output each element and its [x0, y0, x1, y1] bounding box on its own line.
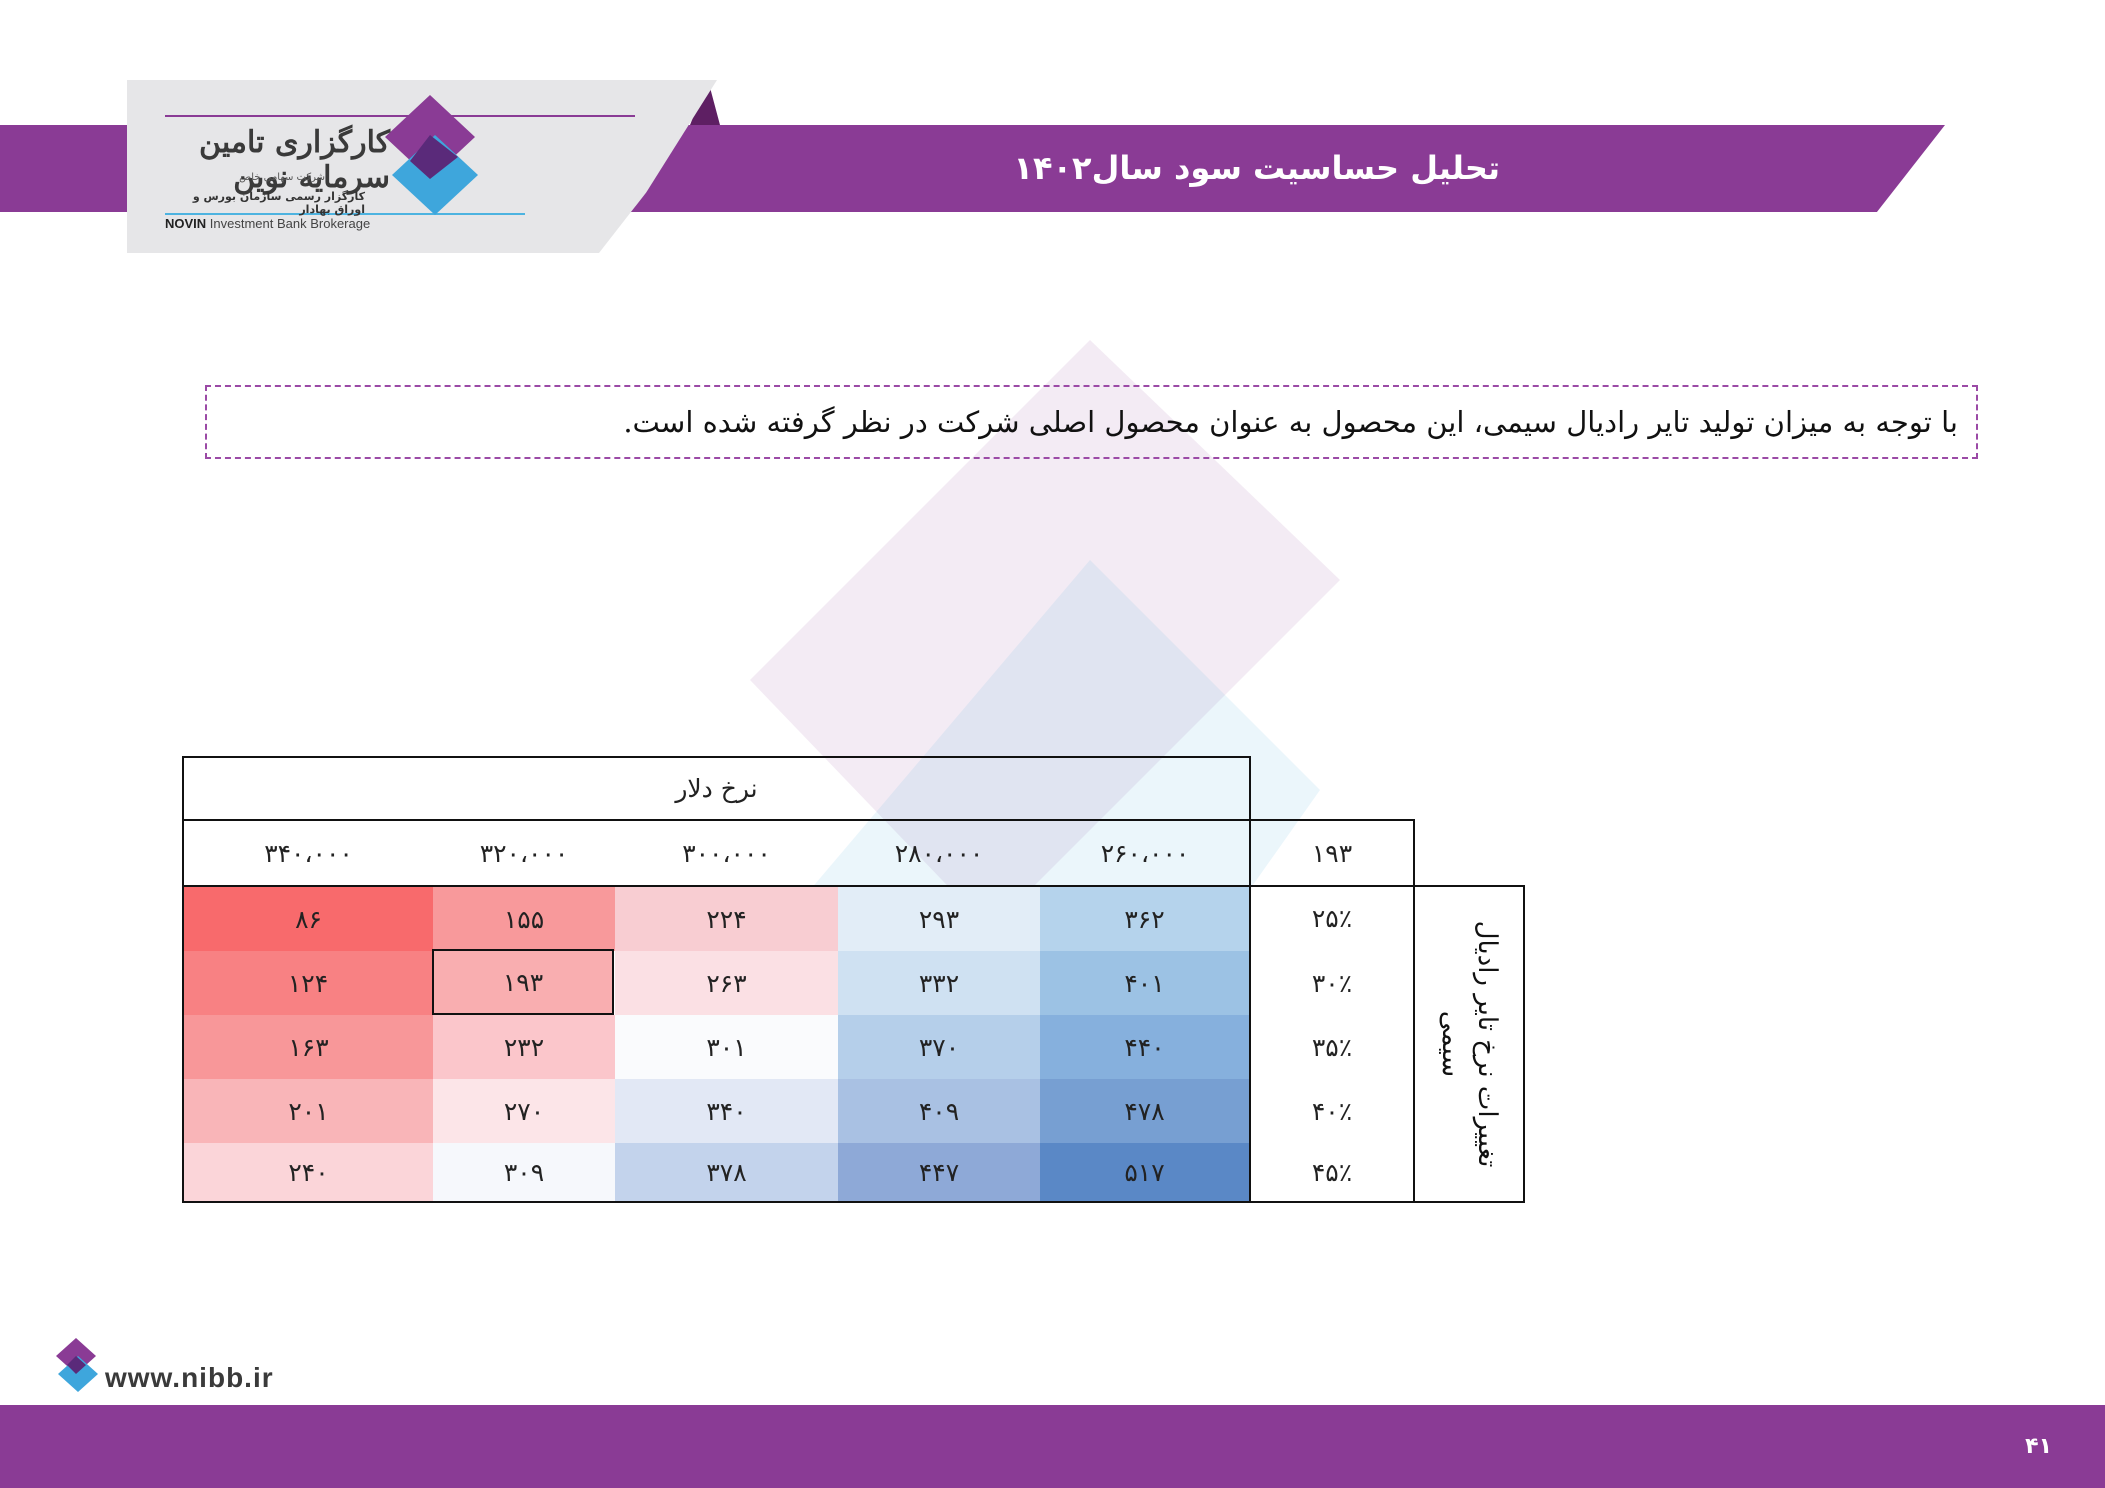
row-label: ۲۵٪: [1311, 903, 1353, 933]
row-group-header: تغییرات نرخ تایر رادیال سیمی: [1413, 885, 1525, 1203]
logo-subtitle-2: کارگزار رسمی سازمان بورس و اوراق بهادار: [192, 190, 365, 216]
page-title: تحلیل حساسیت سود سال۱۴۰۲: [1013, 149, 1500, 187]
row-group-header-text: تغییرات نرخ تایر رادیال سیمی: [1436, 920, 1502, 1168]
table-cell: ۴۴۰: [1040, 1015, 1249, 1079]
table-cell: ۳۰۹: [433, 1143, 615, 1201]
table-cell: ۱۶۳: [184, 1015, 433, 1079]
row-label-divider: [1249, 885, 1251, 1203]
table-cell: ۴۷۸: [1040, 1079, 1249, 1143]
footer-website-link[interactable]: www.nibb.ir: [105, 1362, 274, 1393]
page-number: ۴۱: [2025, 1434, 2052, 1459]
table-cell: ۲۳۲: [433, 1015, 615, 1079]
table-cell: ۳۰۱: [615, 1015, 838, 1079]
column-header: ۳۴۰،۰۰۰: [264, 838, 353, 868]
table-cell-selected: ۱۹۳: [432, 949, 614, 1015]
table-cell: ۳۳۲: [838, 951, 1040, 1015]
table-cell: ۴۴۷: [838, 1143, 1040, 1201]
row-label: ۳۵٪: [1311, 1032, 1353, 1062]
logo-divider-blue: [165, 213, 525, 215]
footer-logo-icon: [56, 1338, 98, 1392]
column-header: ۳۰۰،۰۰۰: [682, 838, 771, 868]
row-label: ۳۰٪: [1311, 968, 1353, 998]
logo-name-en-rest: Investment Bank Brokerage: [206, 216, 371, 231]
column-header: ۳۲۰،۰۰۰: [479, 838, 569, 868]
row-label: ۴۵٪: [1311, 1157, 1353, 1187]
column-group-header: نرخ دلار: [182, 756, 1251, 821]
logo-subtitle: شرکت سهامی خاص: [239, 172, 325, 183]
logo-divider: [165, 115, 635, 117]
table-cell: ۱۵۵: [433, 887, 615, 951]
footer-band: [0, 1405, 2105, 1488]
row-label: ۴۰٪: [1311, 1096, 1353, 1126]
table-cell: ۲۴۰: [184, 1143, 433, 1201]
column-header: ۲۸۰،۰۰۰: [894, 838, 984, 868]
corner-value: ۱۹۳: [1249, 819, 1415, 887]
table-cell: ۲۶۳: [615, 951, 838, 1015]
table-cell: ۲۲۴: [615, 887, 838, 951]
table-cell: ۴۰۱: [1040, 951, 1249, 1015]
intro-box: با توجه به میزان تولید تایر رادیال سیمی،…: [205, 385, 1978, 459]
logo-name-en-bold: NOVIN: [165, 216, 207, 231]
logo-name-en: NOVIN Investment Bank Brokerage: [165, 216, 425, 231]
table-cell: ۳۷۸: [615, 1143, 838, 1201]
table-cell: ۱۲۴: [184, 951, 432, 1015]
table-cell: ۳۶۲: [1040, 887, 1249, 951]
table-cell: ۲۰۱: [184, 1079, 433, 1143]
column-header: ۲۶۰،۰۰۰: [1100, 838, 1190, 868]
table-cell: ۴۰۹: [838, 1079, 1040, 1143]
table-cell: ۳۷۰: [838, 1015, 1040, 1079]
table-cell: ۲۹۳: [838, 887, 1040, 951]
table-cell: ۵۱۷: [1040, 1143, 1249, 1201]
company-logo-icon: [385, 95, 478, 215]
table-cell: ۲۷۰: [433, 1079, 615, 1143]
logo-name-fa: کارگزاری تامین سرمایه نوین: [199, 125, 390, 195]
table-cell: ۳۴۰: [615, 1079, 838, 1143]
table-cell: ۸۶: [184, 887, 433, 951]
intro-text: با توجه به میزان تولید تایر رادیال سیمی،…: [623, 405, 1958, 439]
